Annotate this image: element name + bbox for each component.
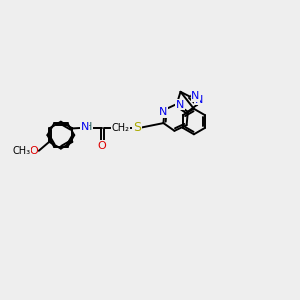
Text: CH₃: CH₃: [13, 146, 31, 156]
Text: O: O: [98, 141, 106, 151]
Text: H: H: [84, 122, 92, 132]
Text: CH₂: CH₂: [112, 123, 130, 133]
Text: N: N: [80, 122, 89, 132]
Text: N: N: [176, 100, 184, 110]
Text: S: S: [133, 121, 141, 134]
Text: N: N: [191, 91, 200, 101]
Text: N: N: [195, 95, 203, 105]
Text: O: O: [29, 146, 38, 156]
Text: N: N: [159, 107, 167, 117]
